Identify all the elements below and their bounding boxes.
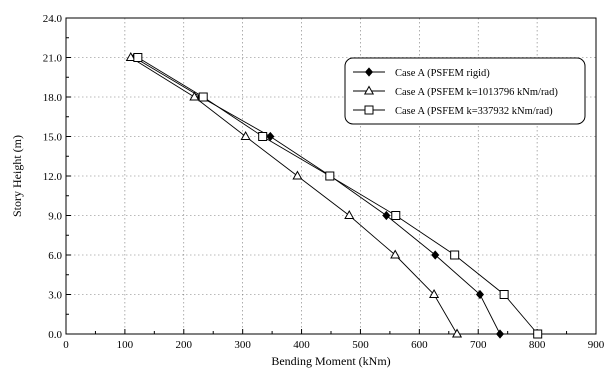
legend-item: Case A (PSFEM k=1013796 kNm/rad) [353, 85, 558, 98]
data-point [499, 290, 509, 299]
series-3 [133, 53, 543, 339]
series-2 [125, 51, 463, 338]
x-axis-label: Bending Moment (kNm) [271, 354, 390, 368]
y-tick-label: 18.0 [43, 92, 63, 104]
y-tick-label: 0.0 [48, 329, 62, 341]
y-tick-labels: 0.0 3.0 6.0 9.0 12.0 15.0 18.0 21.0 24.0 [43, 13, 63, 341]
x-tick-label: 900 [588, 339, 605, 351]
series-layer [125, 51, 543, 339]
y-tick-label: 3.0 [48, 290, 62, 302]
data-point [125, 51, 136, 61]
x-tick-label: 400 [293, 339, 310, 351]
data-point [198, 92, 208, 102]
legend-item: Case A (PSFEM rigid) [353, 67, 490, 79]
legend-label: Case A (PSFEM rigid) [395, 68, 490, 79]
data-point [325, 171, 335, 181]
y-tick-label: 6.0 [48, 250, 62, 262]
y-tick-label: 21.0 [43, 53, 63, 65]
data-point [258, 132, 268, 141]
x-tick-label: 800 [529, 339, 546, 351]
legend: Case A (PSFEM rigid) Case A (PSFEM k=1013… [344, 57, 586, 125]
x-tick-label: 0 [63, 339, 69, 351]
x-tick-labels: 0 100 200 300 400 500 600 700 800 900 [63, 339, 605, 351]
data-point [450, 250, 460, 260]
series-line [137, 57, 539, 335]
data-point [344, 209, 355, 219]
x-tick-label: 300 [234, 339, 251, 351]
data-point [431, 250, 440, 260]
x-tick-label: 700 [470, 339, 487, 351]
data-point [451, 328, 463, 338]
data-point [475, 289, 485, 300]
x-tick-label: 500 [352, 339, 369, 351]
y-tick-label: 9.0 [48, 211, 62, 223]
data-point [133, 53, 143, 62]
legend-marker [364, 105, 374, 115]
series-line [130, 57, 458, 335]
legend-label: Case A (PSFEM k=337932 kNm/rad) [395, 106, 553, 117]
legend-label: Case A (PSFEM k=1013796 kNm/rad) [395, 87, 558, 98]
legend-box [344, 57, 586, 125]
x-tick-label: 200 [176, 339, 193, 351]
legend-marker [363, 85, 375, 95]
y-axis-label: Story Height (m) [10, 135, 24, 217]
legend-marker [364, 67, 374, 77]
legend-item: Case A (PSFEM k=337932 kNm/rad) [353, 105, 553, 117]
data-point [240, 130, 251, 140]
y-tick-label: 24.0 [43, 13, 63, 25]
data-point [292, 170, 303, 180]
x-tick-label: 600 [411, 339, 428, 351]
data-point [189, 91, 200, 101]
y-tick-label: 12.0 [43, 171, 63, 183]
y-tick-label: 15.0 [43, 132, 63, 144]
data-point [390, 249, 401, 259]
data-point [382, 210, 391, 221]
axis-ticks [65, 17, 597, 335]
data-point [391, 211, 401, 220]
data-point [495, 329, 505, 339]
data-point [429, 288, 440, 298]
data-point [533, 329, 543, 339]
x-tick-label: 100 [117, 339, 134, 351]
